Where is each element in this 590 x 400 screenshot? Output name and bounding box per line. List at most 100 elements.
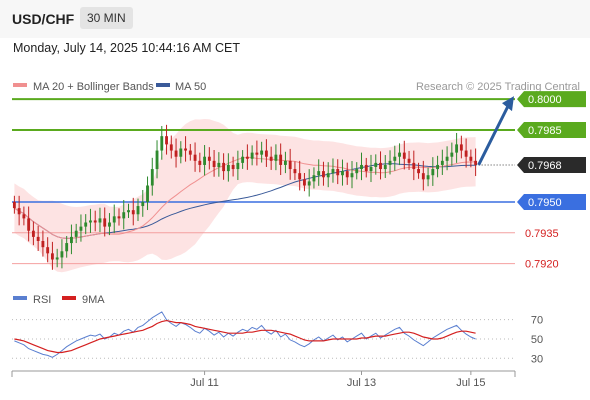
rsi-legend-label: RSI bbox=[33, 294, 51, 306]
candle-body bbox=[440, 160, 444, 165]
candle-body bbox=[89, 220, 92, 223]
candle-body bbox=[46, 247, 50, 254]
credit-label: Research © 2025 Trading Central bbox=[416, 81, 580, 93]
candle-body bbox=[341, 171, 344, 176]
candle-body bbox=[207, 156, 211, 161]
price-label-0.7968: 0.7968 bbox=[528, 160, 562, 172]
candle-body bbox=[379, 162, 382, 170]
candle-body bbox=[436, 164, 440, 170]
timeframe-button[interactable]: 30 MIN bbox=[80, 7, 133, 29]
candle-body bbox=[141, 201, 145, 207]
candle-body bbox=[383, 164, 387, 170]
candle-body bbox=[307, 181, 311, 186]
symbol-label: USD/CHF bbox=[12, 11, 75, 27]
candle-body bbox=[312, 175, 316, 182]
candle-body bbox=[374, 162, 378, 167]
candle-body bbox=[122, 212, 126, 219]
rsi-level-label-70: 70 bbox=[531, 315, 543, 327]
candle-body bbox=[174, 150, 178, 157]
projection-arrow-shaft bbox=[477, 105, 510, 166]
rsi-legend-swatch bbox=[13, 296, 27, 300]
candle-body bbox=[388, 160, 392, 165]
candle-body bbox=[303, 179, 306, 186]
x-tick-label: Jul 13 bbox=[347, 377, 376, 389]
candle-body bbox=[236, 162, 240, 170]
candle-body bbox=[31, 230, 35, 237]
candle-body bbox=[226, 164, 230, 172]
rsi-level-label-50: 50 bbox=[531, 334, 543, 346]
candle-body bbox=[165, 136, 168, 145]
price-label-0.7920: 0.7920 bbox=[525, 259, 559, 271]
candle-body bbox=[317, 171, 321, 176]
price-label-0.7950: 0.7950 bbox=[528, 197, 562, 209]
candle-body bbox=[160, 136, 164, 151]
candle-body bbox=[222, 162, 226, 172]
candle-body bbox=[193, 154, 197, 161]
candle-body bbox=[398, 152, 401, 157]
candle-body bbox=[283, 160, 287, 165]
candle-body bbox=[50, 253, 54, 260]
candle-body bbox=[417, 169, 420, 174]
candle-body bbox=[288, 160, 292, 170]
candle-body bbox=[260, 150, 264, 155]
candle-body bbox=[274, 154, 278, 161]
bollinger-band bbox=[14, 119, 476, 273]
candle-body bbox=[326, 173, 330, 178]
candle-body bbox=[407, 158, 411, 163]
price-tag-0.7985 bbox=[517, 122, 586, 138]
candle-body bbox=[474, 160, 478, 165]
price-tag-0.7968 bbox=[517, 156, 586, 173]
candle-body bbox=[70, 236, 73, 244]
candle-body bbox=[217, 162, 221, 167]
candle-body bbox=[184, 148, 187, 151]
candle-body bbox=[355, 169, 359, 174]
candle-body bbox=[369, 167, 373, 172]
ma20-line bbox=[14, 156, 476, 239]
price-label-0.7985: 0.7985 bbox=[528, 125, 562, 137]
candle-body bbox=[188, 150, 192, 155]
candle-body bbox=[336, 169, 340, 176]
candle-body bbox=[445, 156, 449, 161]
candle-body bbox=[127, 210, 130, 213]
candle-body bbox=[250, 152, 254, 159]
candle-body bbox=[65, 243, 69, 252]
candle-body bbox=[36, 236, 40, 241]
candle-body bbox=[55, 257, 59, 260]
candle-body bbox=[74, 230, 78, 237]
candle-body bbox=[245, 156, 249, 159]
candle-body bbox=[198, 160, 202, 165]
candle-body bbox=[293, 169, 297, 174]
candle-body bbox=[431, 169, 435, 176]
chart-header: USD/CHF 30 MIN bbox=[0, 0, 590, 38]
candle-body bbox=[203, 156, 207, 165]
candle-body bbox=[155, 150, 159, 170]
candle-body bbox=[103, 218, 107, 227]
candle-body bbox=[41, 241, 45, 248]
candle-body bbox=[27, 218, 31, 231]
candle-body bbox=[22, 214, 26, 219]
candle-body bbox=[231, 164, 235, 170]
candle-body bbox=[12, 201, 16, 209]
rsi-ma-line bbox=[14, 319, 476, 354]
candle-body bbox=[79, 226, 83, 231]
candle-body bbox=[331, 169, 335, 174]
candle-body bbox=[179, 148, 183, 157]
candle-body bbox=[136, 206, 140, 215]
candle-body bbox=[146, 185, 149, 202]
price-label-0.7935: 0.7935 bbox=[525, 228, 559, 240]
candle-body bbox=[169, 144, 173, 151]
candle-body bbox=[421, 173, 425, 180]
candle-body bbox=[150, 169, 154, 186]
candle-body bbox=[426, 175, 430, 180]
candle-body bbox=[84, 222, 88, 227]
candle-body bbox=[112, 216, 116, 223]
price-tag-0.8000 bbox=[517, 91, 586, 108]
candle-body bbox=[93, 220, 97, 223]
candle-body bbox=[131, 210, 135, 215]
candle-body bbox=[264, 150, 268, 157]
candle-body bbox=[322, 171, 325, 178]
candle-body bbox=[345, 171, 349, 178]
price-tag-0.7950 bbox=[517, 193, 586, 210]
ma20-legend-swatch bbox=[13, 83, 27, 87]
rsi-ma-legend-swatch bbox=[62, 296, 76, 300]
